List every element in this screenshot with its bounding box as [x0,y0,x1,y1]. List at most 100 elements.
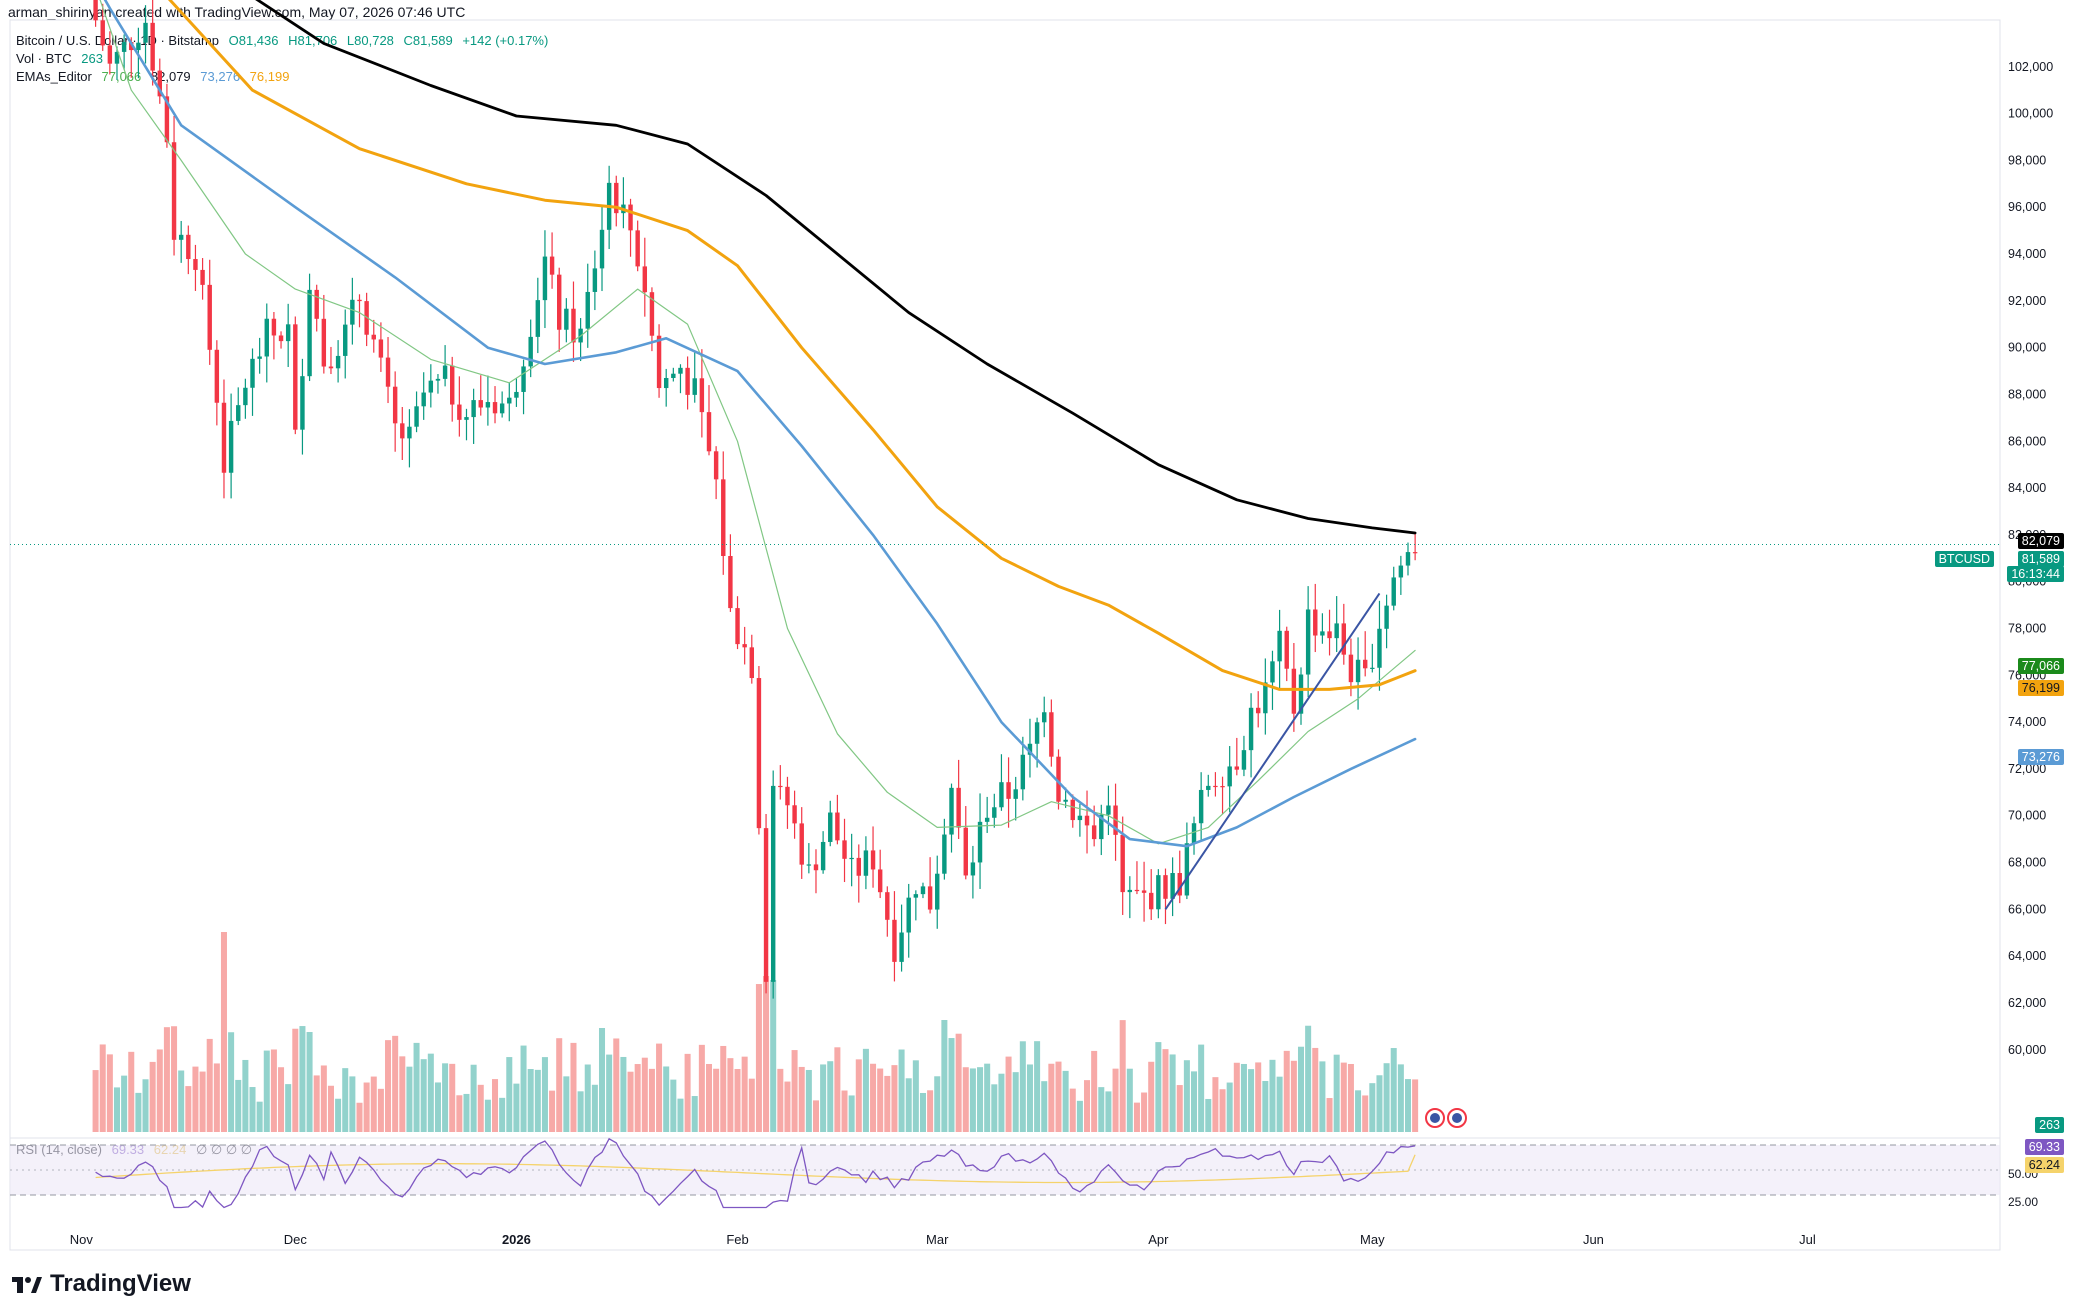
time-tick: Feb [726,1232,748,1247]
candle-body [1006,782,1011,799]
price-tick: 100,000 [2008,107,2053,121]
candle-body [307,289,312,377]
volume-bar [199,1071,206,1132]
volume-bar [1055,1061,1062,1132]
volume-bar [506,1057,513,1132]
volume-bar [377,1088,384,1132]
candle-body [1077,815,1083,821]
volume-bar [292,1028,299,1132]
candle-body [1206,785,1211,790]
candle-body [1277,630,1282,662]
candle-body [321,318,327,367]
candle-body [842,840,847,859]
candle-body [1177,873,1182,896]
candle-body [492,402,498,414]
volume-bar [984,1063,991,1132]
volume-bar [656,1043,663,1132]
candle-body [1284,630,1289,669]
volume-bar [670,1079,677,1132]
candle-body [121,42,127,52]
candle-body [770,785,776,982]
volume-bar [962,1067,969,1132]
candle-body [899,932,904,962]
volume-bar [128,1051,135,1132]
price-tick: 98,000 [2008,153,2046,167]
volume-bar [1319,1061,1326,1132]
volume-bar [741,1056,748,1132]
volume-bar [1012,1072,1019,1132]
close-value: C81,589 [403,33,453,48]
tradingview-logo[interactable]: TradingView [12,1270,191,1298]
candle-body [999,782,1004,808]
candle-body [557,274,562,330]
volume-bar [121,1075,128,1132]
candle-body [535,300,541,337]
candle-body [507,397,512,404]
ema100-price-label: 76,199 [2017,680,2064,696]
volume-bar [1262,1080,1269,1132]
volume-bar [1404,1079,1412,1132]
candle-body [820,841,826,871]
volume-bar [905,1078,912,1132]
candle-body [1127,889,1133,893]
volume-bar [442,1063,449,1132]
volume-bar [499,1097,506,1132]
candle-body [93,0,98,21]
candle-body [1334,623,1339,639]
volume-bar [1148,1061,1155,1132]
volume-bar [278,1067,285,1132]
symbol-tag[interactable]: BTCUSD [1934,551,1994,567]
volume-bar [463,1093,470,1132]
candle-body [214,349,220,403]
volume-bar [534,1069,541,1132]
volume-legend[interactable]: Vol · BTC 263 [16,51,109,66]
volume-bar [1369,1083,1376,1132]
volume-bar [470,1064,477,1132]
candle-body [1270,661,1275,683]
candle-body [528,336,533,367]
volume-bar [841,1090,848,1132]
volume-bar [1126,1068,1133,1132]
volume-bar [249,1087,256,1132]
time-tick: Dec [284,1232,308,1247]
volume-bar [1219,1089,1226,1132]
volume-bar [92,1070,99,1132]
candle-body [271,318,277,336]
price-tick: 68,000 [2008,856,2046,870]
volume-bar [1069,1088,1076,1132]
symbol-legend[interactable]: Bitcoin / U.S. Dollar · 1D · Bitstamp O8… [16,33,554,48]
candle-body [1355,659,1361,683]
volume-bar [106,1054,113,1132]
event-flags[interactable] [1425,1108,1467,1128]
candle-body [1320,631,1325,636]
candle-body [792,805,797,824]
candle-body [663,377,669,389]
candle-body [742,644,747,648]
candle-body [499,403,505,414]
price-tick: 60,000 [2008,1043,2046,1057]
volume-bar [1141,1092,1148,1132]
candle-body [350,299,355,325]
candle-body [392,386,398,424]
candle-body [1020,754,1026,790]
bar-countdown-label: 16:13:44 [2007,566,2064,582]
volume-bar [620,1056,627,1132]
candle-body [1405,552,1411,566]
candle-body [892,919,897,962]
candle-body [585,291,590,329]
volume-bar [705,1063,713,1132]
rsi-axis-ticks: 50.00 25.00 [2008,1167,2038,1209]
volume-bar [1333,1054,1340,1132]
volume-bar [1376,1075,1383,1132]
volume-bar [1226,1082,1233,1132]
volume-bar [1362,1095,1369,1132]
volume-bar [135,1092,142,1132]
price-tick: 72,000 [2008,762,2046,776]
candle-body [1313,609,1318,636]
candle-body [1099,814,1104,840]
candle-body [970,862,976,876]
volume-bar [898,1049,905,1132]
volume-bar [406,1066,413,1132]
volume-bar [256,1101,263,1132]
